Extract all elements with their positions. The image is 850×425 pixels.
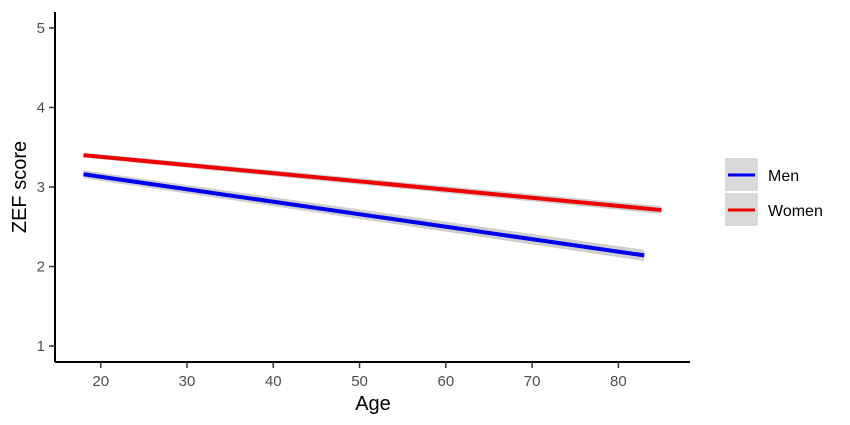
x-ticks: 20 30 40 50 60 70 80 [92,362,627,390]
x-tick-label: 70 [524,373,541,390]
series-lines [83,153,662,258]
y-tick-label: 2 [37,259,45,276]
series-line-men [83,172,645,258]
x-tick-label: 80 [610,373,627,390]
legend-label-women: Women [768,203,823,220]
x-tick-label: 50 [351,373,368,390]
x-axis-title: Age [355,393,391,415]
y-tick-label: 5 [37,20,45,37]
y-axis-title: ZEF score [9,141,31,233]
y-tick-label: 4 [37,99,45,116]
series-line-women [83,153,662,213]
y-tick-label: 3 [37,179,45,196]
x-tick-label: 40 [265,373,282,390]
x-tick-label: 60 [437,373,454,390]
legend: Men Women [725,158,823,226]
y-tick-label: 1 [37,338,45,355]
legend-label-men: Men [768,168,799,185]
x-tick-label: 30 [179,373,196,390]
y-ticks: 1 2 3 4 5 [37,20,55,355]
x-tick-label: 20 [92,373,109,390]
